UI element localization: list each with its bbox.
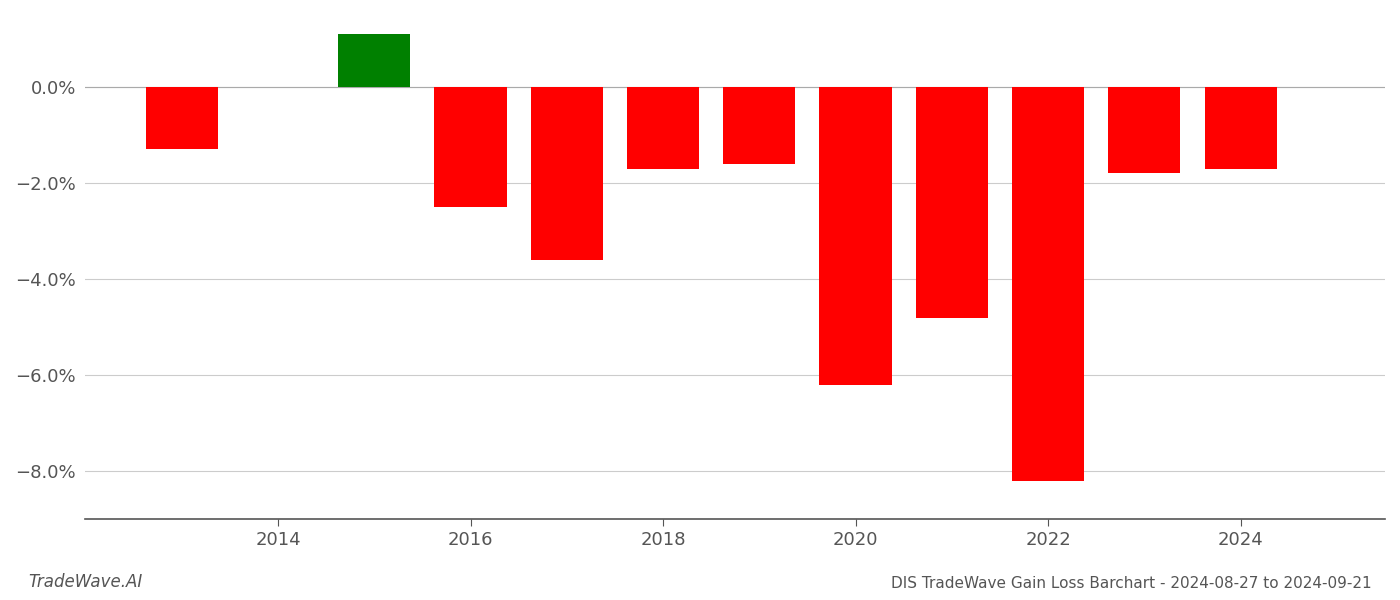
Text: TradeWave.AI: TradeWave.AI	[28, 573, 143, 591]
Bar	[1012, 87, 1084, 481]
Bar	[434, 87, 507, 207]
Bar	[146, 87, 218, 149]
Bar	[531, 87, 603, 260]
Bar	[627, 87, 699, 169]
Text: DIS TradeWave Gain Loss Barchart - 2024-08-27 to 2024-09-21: DIS TradeWave Gain Loss Barchart - 2024-…	[892, 576, 1372, 591]
Bar	[819, 87, 892, 385]
Bar	[1109, 87, 1180, 173]
Bar	[339, 34, 410, 87]
Bar	[1204, 87, 1277, 169]
Bar	[724, 87, 795, 164]
Bar	[916, 87, 988, 317]
